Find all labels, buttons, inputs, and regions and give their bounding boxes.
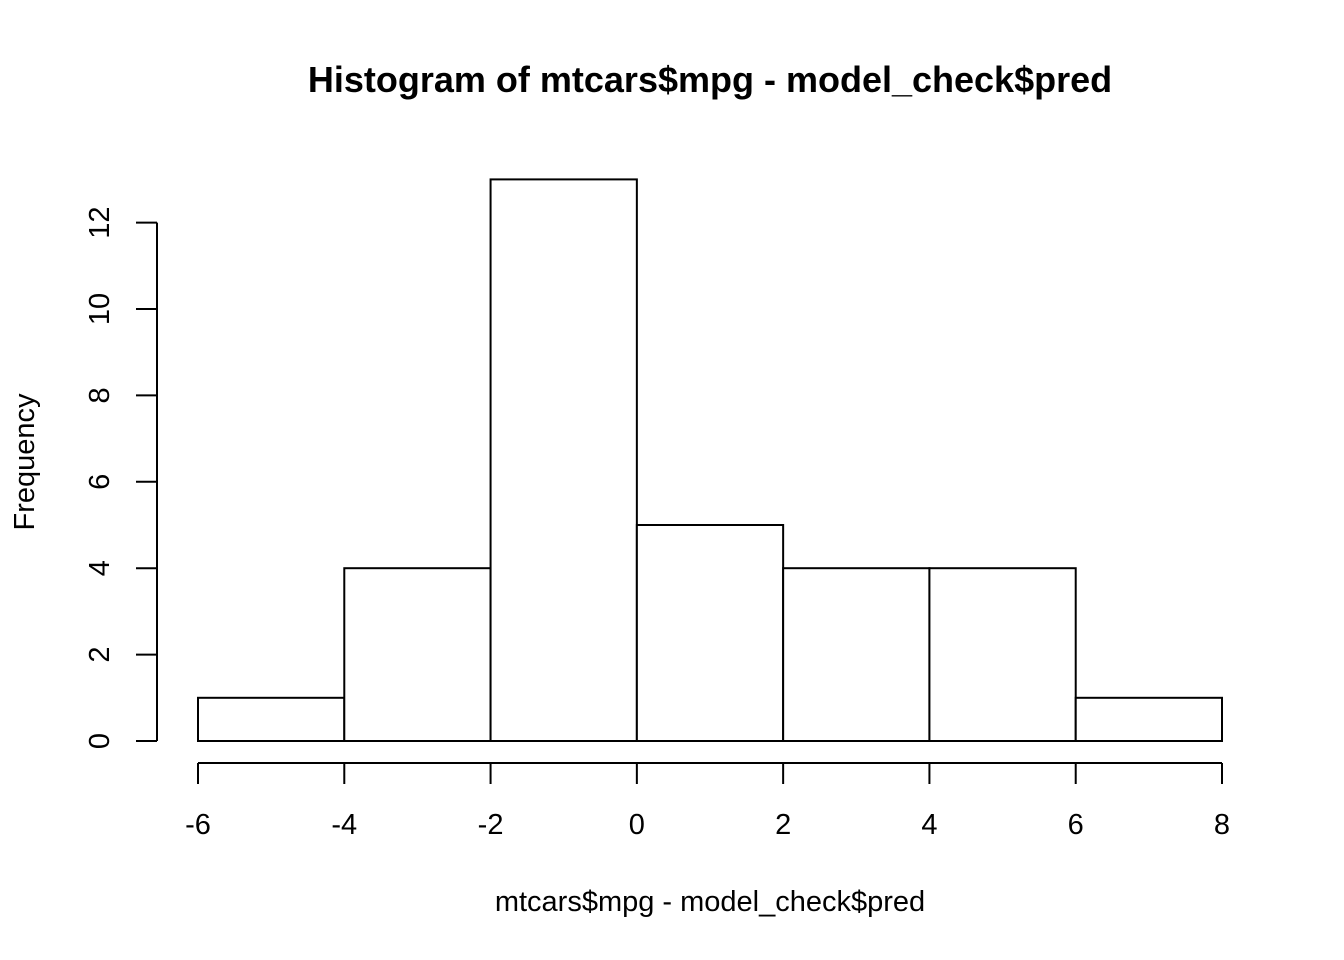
- histogram-bar: [489, 178, 638, 742]
- x-tick-label: 6: [1068, 809, 1084, 841]
- histogram-bar: [928, 567, 1077, 743]
- histogram-bar: [635, 524, 785, 742]
- x-tick-label: 8: [1214, 809, 1230, 841]
- y-tick-label: 2: [84, 647, 116, 663]
- y-tick-label: 4: [84, 560, 116, 576]
- x-tick-label: 4: [921, 809, 937, 841]
- histogram-bar: [343, 567, 492, 743]
- histogram-bar: [782, 567, 931, 743]
- histogram-bar: [1074, 696, 1223, 742]
- x-axis: -6 -4 -2 0 2 4 6 8: [185, 762, 1230, 841]
- y-tick-label: 12: [84, 206, 116, 238]
- x-axis-label: mtcars$mpg - model_check$pred: [495, 886, 925, 918]
- y-axis-label: Frequency: [9, 393, 41, 531]
- histogram-bar: [197, 696, 346, 742]
- x-tick-label: 0: [629, 809, 645, 841]
- bars-group: [197, 178, 1223, 743]
- x-tick-label: -6: [185, 809, 211, 841]
- y-tick-label: 8: [84, 387, 116, 403]
- y-tick-label: 10: [84, 293, 116, 325]
- y-tick-label: 6: [84, 474, 116, 490]
- y-tick-label: 0: [84, 733, 116, 749]
- y-axis: 0 2 4 6 8 10 12: [84, 206, 158, 749]
- x-tick-label: 2: [775, 809, 791, 841]
- x-tick-label: -2: [478, 809, 504, 841]
- x-tick-label: -4: [331, 809, 357, 841]
- chart-title: Histogram of mtcars$mpg - model_check$pr…: [308, 59, 1112, 100]
